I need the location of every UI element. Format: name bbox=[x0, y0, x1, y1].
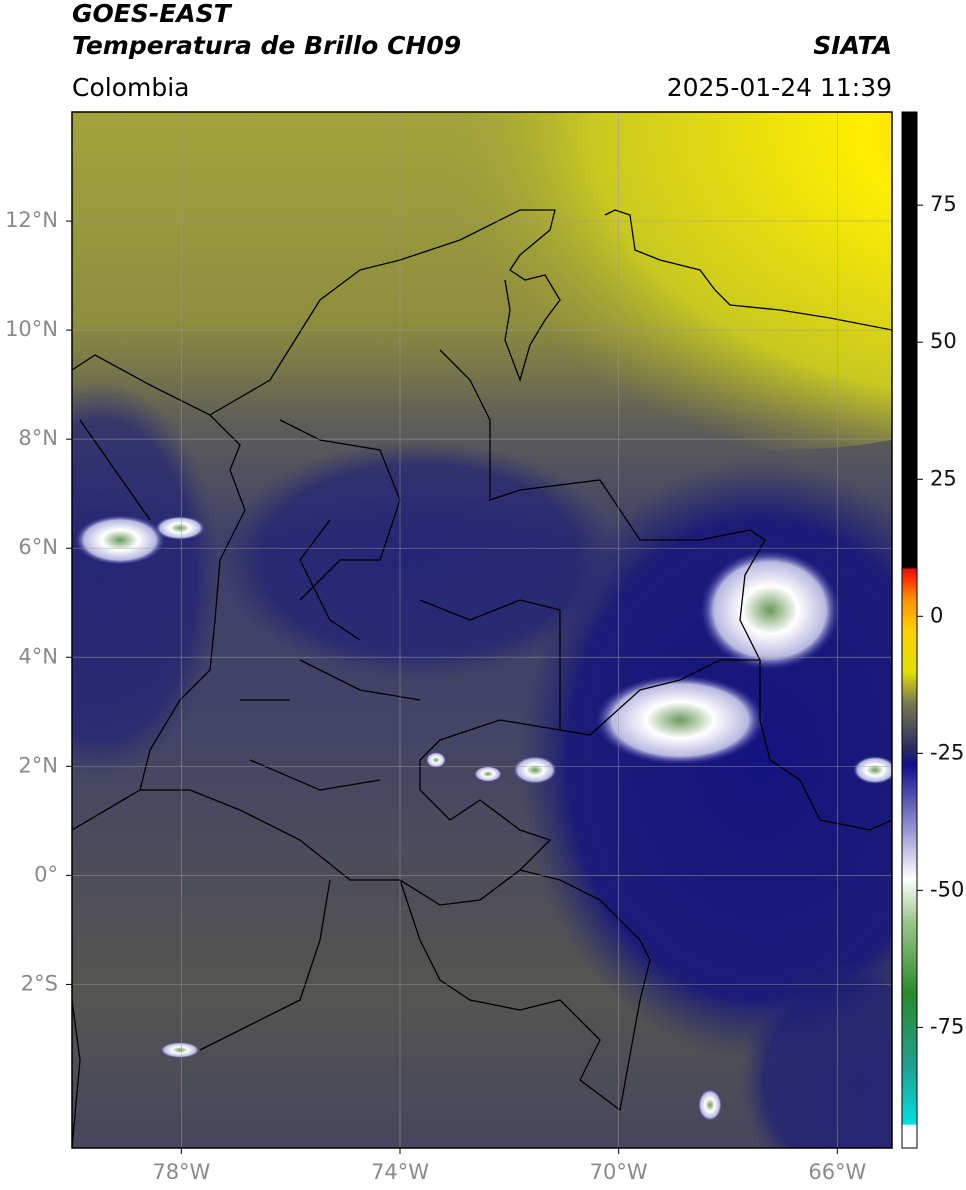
colorbar-tick-label: 25 bbox=[930, 466, 957, 490]
y-tick-label: 6°N bbox=[18, 535, 58, 559]
x-tick-label: 78°W bbox=[152, 1160, 210, 1184]
y-tick-label: 12°N bbox=[5, 208, 58, 232]
colorbar-tick-label: -50 bbox=[930, 877, 964, 901]
y-tick-label: 0° bbox=[34, 862, 58, 886]
colorbar-tick-label: 0 bbox=[930, 603, 943, 627]
colorbar-tick-label: -25 bbox=[930, 740, 964, 764]
y-tick-label: 2°N bbox=[18, 753, 58, 777]
x-tick-label: 70°W bbox=[590, 1160, 648, 1184]
y-tick-label: 10°N bbox=[5, 317, 58, 341]
y-tick-label: 2°S bbox=[21, 971, 58, 995]
grid bbox=[72, 112, 892, 1148]
colorbar-tick-label: -75 bbox=[930, 1014, 964, 1038]
y-tick-label: 4°N bbox=[18, 644, 58, 668]
y-tick-label: 8°N bbox=[18, 426, 58, 450]
region: Colombia bbox=[72, 73, 189, 102]
source: SIATA bbox=[813, 31, 892, 60]
title-satellite: GOES-EAST bbox=[72, 0, 233, 28]
datetime: 2025-01-24 11:39 bbox=[667, 73, 892, 102]
colorbar-tick-label: 50 bbox=[930, 329, 957, 353]
title-product: Temperatura de Brillo CH09 bbox=[72, 31, 461, 60]
x-tick-label: 74°W bbox=[371, 1160, 429, 1184]
x-tick-label: 66°W bbox=[808, 1160, 866, 1184]
map-frame bbox=[71, 111, 893, 1149]
colorbar-tick-label: 75 bbox=[930, 192, 957, 216]
colorbar bbox=[901, 111, 918, 1149]
